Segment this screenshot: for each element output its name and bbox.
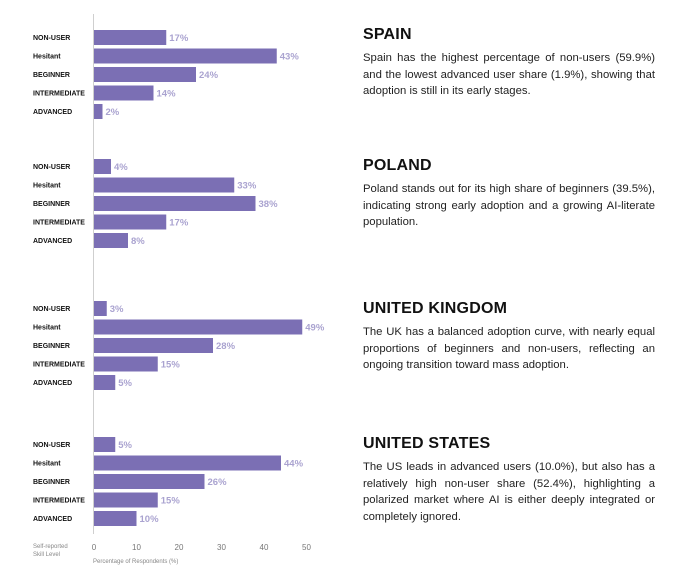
country-panel-united-kingdom: UNITED KINGDOM The UK has a balanced ado…	[363, 300, 655, 374]
bar	[94, 104, 103, 119]
country-panel-united-states: UNITED STATES The US leads in advanced u…	[363, 435, 655, 525]
skill-level-chart: NON-USER 17% Hesitant 43% BEGINNER 24% INTERME…	[33, 14, 325, 565]
data-label: 2%	[106, 107, 120, 118]
data-label: 38%	[259, 199, 279, 210]
data-label: 49%	[305, 323, 325, 334]
x-tick-label: 30	[217, 543, 226, 552]
bar	[94, 177, 235, 193]
data-label: 17%	[169, 218, 189, 229]
category-label: Hesitant	[33, 54, 61, 61]
category-label: ADVANCED	[33, 238, 72, 245]
x-tick-label: 20	[175, 543, 184, 552]
bar	[94, 474, 205, 489]
x-tick-label: 50	[302, 543, 311, 552]
country-title: UNITED KINGDOM	[363, 300, 508, 317]
country-panel-poland: POLAND Poland stands out for its high sh…	[363, 157, 655, 231]
data-label: 33%	[237, 181, 257, 192]
bar	[94, 301, 107, 316]
x-tick-label: 40	[260, 543, 269, 552]
category-label: BEGINNER	[33, 479, 70, 486]
bar	[94, 48, 277, 64]
category-label: Hesitant	[33, 183, 61, 190]
chart-group: NON-USER 5% Hesitant 44% BEGINNER 26% INTERMED…	[33, 437, 304, 526]
data-label: 8%	[131, 236, 145, 247]
category-label: BEGINNER	[33, 201, 70, 208]
category-label: INTERMEDIATE	[33, 91, 85, 98]
bar	[94, 85, 154, 101]
bar	[94, 338, 213, 353]
data-label: 26%	[208, 477, 228, 488]
bar	[94, 375, 116, 390]
category-label: INTERMEDIATE	[33, 220, 85, 227]
chart-group: NON-USER 4% Hesitant 33% BEGINNER 38% INTERMED…	[33, 159, 278, 248]
bar	[94, 492, 158, 508]
category-label: ADVANCED	[33, 380, 72, 387]
data-label: 28%	[216, 341, 236, 352]
bar	[94, 319, 303, 335]
data-label: 44%	[284, 459, 304, 470]
data-label: 17%	[169, 33, 189, 44]
category-label: NON-USER	[33, 164, 70, 171]
category-label: INTERMEDIATE	[33, 362, 85, 369]
country-description: The UK has a balanced adoption curve, wi…	[363, 326, 655, 371]
country-title: POLAND	[363, 157, 432, 174]
category-label: NON-USER	[33, 35, 70, 42]
y-axis-title: Skill Level	[33, 552, 60, 558]
data-label: 5%	[118, 378, 132, 389]
country-panel-spain: SPAIN Spain has the highest percentage o…	[363, 26, 655, 100]
data-label: 15%	[161, 496, 181, 507]
category-label: ADVANCED	[33, 109, 72, 116]
data-label: 43%	[280, 52, 300, 63]
country-description: Poland stands out for its high share of …	[363, 183, 655, 228]
category-label: NON-USER	[33, 306, 70, 313]
bar	[94, 196, 256, 211]
data-label: 5%	[118, 440, 132, 451]
x-tick-label: 0	[92, 543, 97, 552]
x-tick-label: 10	[132, 543, 141, 552]
bar	[94, 214, 167, 230]
bar	[94, 356, 158, 372]
country-title: UNITED STATES	[363, 435, 491, 452]
bar	[94, 67, 196, 82]
category-label: Hesitant	[33, 325, 61, 332]
chart-group: NON-USER 17% Hesitant 43% BEGINNER 24% INTERME…	[33, 30, 299, 119]
category-label: Hesitant	[33, 461, 61, 468]
category-label: BEGINNER	[33, 72, 70, 79]
x-axis-title: Percentage of Respondents (%)	[93, 559, 178, 565]
category-label: NON-USER	[33, 442, 70, 449]
bar	[94, 455, 281, 471]
data-label: 4%	[114, 162, 128, 173]
bar	[94, 30, 167, 45]
category-label: INTERMEDIATE	[33, 498, 85, 505]
data-label: 14%	[157, 89, 177, 100]
category-label: BEGINNER	[33, 343, 70, 350]
bar	[94, 233, 128, 248]
bar	[94, 511, 137, 526]
bar	[94, 159, 111, 174]
data-label: 15%	[161, 360, 181, 371]
data-label: 10%	[140, 514, 160, 525]
y-axis-title: Self-reported	[33, 544, 68, 550]
chart-group: NON-USER 3% Hesitant 49% BEGINNER 28% INTERMED…	[33, 301, 325, 390]
country-title: SPAIN	[363, 26, 412, 43]
bar	[94, 437, 116, 452]
country-description: Spain has the highest percentage of non-…	[363, 52, 655, 97]
category-label: ADVANCED	[33, 516, 72, 523]
data-label: 3%	[110, 304, 124, 315]
data-label: 24%	[199, 70, 219, 81]
country-description: The US leads in advanced users (10.0%), …	[363, 461, 655, 523]
